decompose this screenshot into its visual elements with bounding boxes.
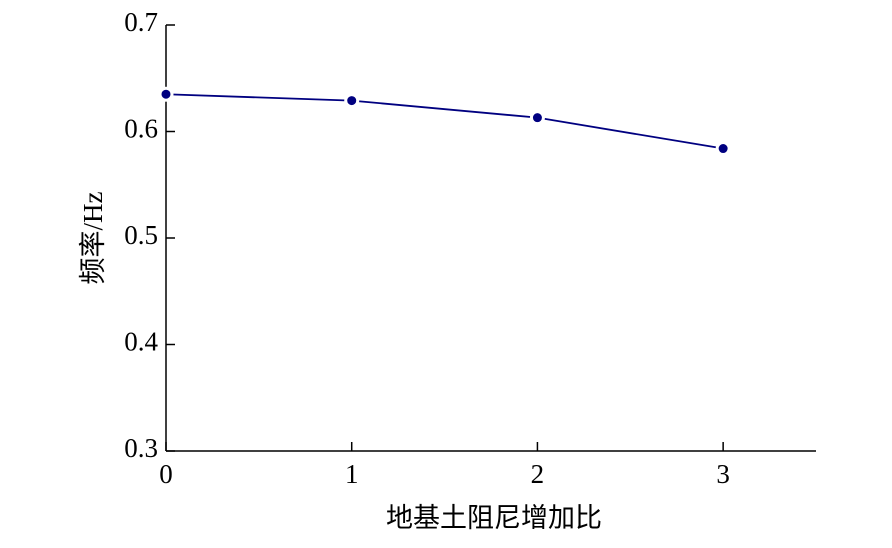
marker bbox=[158, 86, 174, 102]
x-tick-label: 0 bbox=[159, 459, 173, 489]
x-tick-label: 1 bbox=[345, 459, 359, 489]
marker bbox=[529, 110, 545, 126]
y-tick-label: 0.6 bbox=[124, 114, 158, 144]
y-axis-label: 频率/Hz bbox=[78, 191, 108, 284]
line bbox=[165, 93, 724, 150]
x-tick-label: 3 bbox=[716, 459, 730, 489]
marker bbox=[715, 141, 731, 157]
marker bbox=[344, 93, 360, 109]
x-tick-label: 2 bbox=[531, 459, 545, 489]
y-tick-label: 0.5 bbox=[124, 220, 158, 250]
y-tick-label: 0.7 bbox=[124, 7, 158, 37]
x-axis-label: 地基土阻尼增加比 bbox=[386, 503, 602, 533]
y-tick-label: 0.4 bbox=[124, 327, 158, 357]
y-tick-label: 0.3 bbox=[124, 433, 158, 463]
